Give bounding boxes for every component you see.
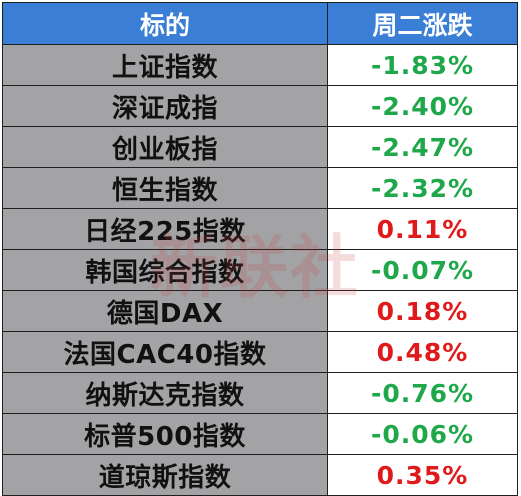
table-row: 深证成指 -2.40% xyxy=(2,85,518,127)
change-value: -2.32% xyxy=(327,167,518,209)
change-value: 0.48% xyxy=(327,331,518,373)
table-row: 纳斯达克指数 -0.76% xyxy=(2,372,518,414)
change-value: -0.07% xyxy=(327,249,518,291)
table-row: 韩国综合指数 -0.07% xyxy=(2,249,518,291)
change-value: -2.40% xyxy=(327,85,518,127)
index-name: 深证成指 xyxy=(2,85,328,127)
change-value: 0.18% xyxy=(327,290,518,332)
change-value: 0.35% xyxy=(327,454,518,496)
table-row: 标普500指数 -0.06% xyxy=(2,413,518,455)
change-value: -2.47% xyxy=(327,126,518,168)
index-name: 纳斯达克指数 xyxy=(2,372,328,414)
index-name: 道琼斯指数 xyxy=(2,454,328,496)
header-name: 标的 xyxy=(2,2,328,45)
change-value: 0.11% xyxy=(327,208,518,250)
index-name: 创业板指 xyxy=(2,126,328,168)
header-row: 标的 周二涨跌 xyxy=(2,2,518,45)
index-name: 恒生指数 xyxy=(2,167,328,209)
table-row: 上证指数 -1.83% xyxy=(2,44,518,86)
table-row: 德国DAX 0.18% xyxy=(2,290,518,332)
table-row: 恒生指数 -2.32% xyxy=(2,167,518,209)
index-name: 上证指数 xyxy=(2,44,328,86)
change-value: -0.76% xyxy=(327,372,518,414)
index-name: 标普500指数 xyxy=(2,413,328,455)
index-name: 法国CAC40指数 xyxy=(2,331,328,373)
table-row: 日经225指数 0.11% xyxy=(2,208,518,250)
table-row: 道琼斯指数 0.35% xyxy=(2,454,518,496)
change-value: -1.83% xyxy=(327,44,518,86)
change-value: -0.06% xyxy=(327,413,518,455)
table-row: 创业板指 -2.47% xyxy=(2,126,518,168)
table-row: 法国CAC40指数 0.48% xyxy=(2,331,518,373)
index-name: 德国DAX xyxy=(2,290,328,332)
index-name: 韩国综合指数 xyxy=(2,249,328,291)
index-name: 日经225指数 xyxy=(2,208,328,250)
header-change: 周二涨跌 xyxy=(327,2,518,45)
